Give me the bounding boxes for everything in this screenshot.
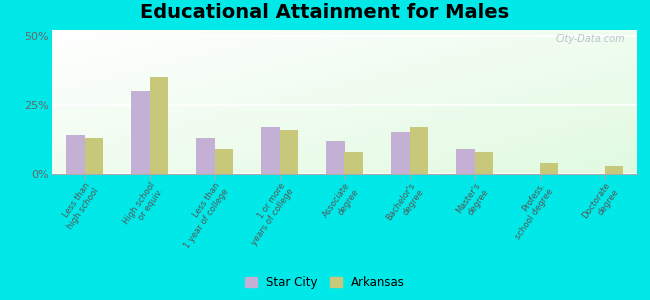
Legend: Star City, Arkansas: Star City, Arkansas <box>240 272 410 294</box>
Bar <box>474 152 493 174</box>
Bar <box>66 135 84 174</box>
Bar <box>261 127 280 174</box>
Bar <box>280 130 298 174</box>
Bar <box>344 152 363 174</box>
Text: City-Data.com: City-Data.com <box>556 34 625 44</box>
Bar <box>604 166 623 174</box>
Bar <box>540 163 558 174</box>
Bar <box>196 138 214 174</box>
Bar <box>410 127 428 174</box>
Bar <box>131 91 150 174</box>
Bar <box>84 138 103 174</box>
Text: Educational Attainment for Males: Educational Attainment for Males <box>140 3 510 22</box>
Bar <box>391 133 410 174</box>
Bar <box>214 149 233 174</box>
Bar <box>326 141 344 174</box>
Bar <box>456 149 474 174</box>
Bar <box>150 77 168 174</box>
